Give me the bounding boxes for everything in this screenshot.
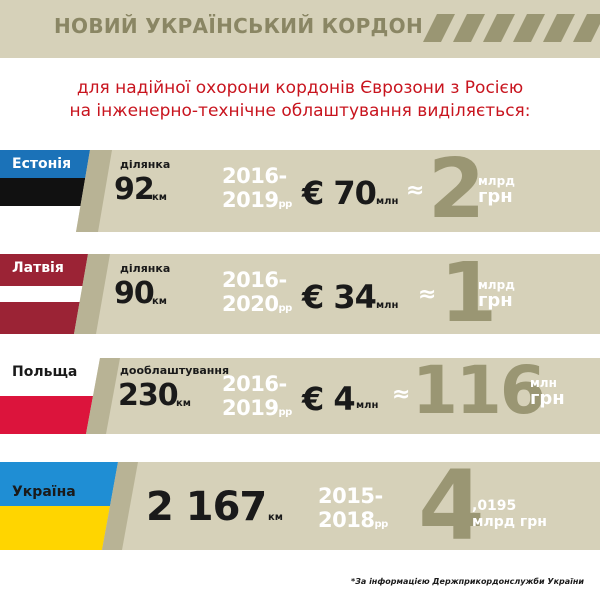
segment-label: ділянка (120, 158, 171, 171)
uah-unit: млн грн (530, 376, 565, 409)
euro-unit: млн (376, 196, 399, 207)
years-end: 2020рр (222, 292, 292, 316)
uah-amount: 1 (440, 246, 497, 341)
length-unit: км (152, 192, 167, 203)
border-length: 2 167 (146, 484, 267, 530)
hazard-stripes (423, 14, 600, 42)
row-ukraine: Україна 2 167 км 2015- 2018рр 4 ,0195 мл… (0, 450, 600, 562)
euro-unit: млн (376, 300, 399, 311)
years-end: 2019рр (222, 188, 292, 212)
segment-label: ділянка (120, 262, 171, 275)
poland-flag (0, 358, 140, 434)
approx-sign: ≈ (406, 178, 425, 203)
segment-label: дооблаштування (120, 364, 230, 377)
uah-unit: ,0195 млрд грн (472, 498, 547, 530)
ukraine-flag (0, 462, 140, 550)
years-start: 2016- (222, 164, 287, 188)
uah-amount: 2 (428, 142, 485, 237)
length-unit: км (176, 398, 191, 409)
uah-amount: 4 (418, 450, 485, 562)
latvia-flag (0, 254, 140, 334)
euro-amount: € 34 (302, 278, 377, 316)
uah-unit: млрд грн (478, 174, 515, 207)
country-label-poland: Польща (12, 364, 78, 380)
subtitle-line-2: на інженерно-технічне облаштування виділ… (69, 101, 531, 121)
header-banner: НОВИЙ УКРАЇНСЬКИЙ КОРДОН (0, 0, 600, 58)
border-length: 90 (114, 276, 155, 311)
euro-amount: € 4 (302, 380, 356, 418)
years-start: 2016- (222, 372, 287, 396)
row-poland: Польща дооблаштування 230 км 2016- 2019р… (0, 352, 600, 434)
length-unit: км (268, 512, 283, 523)
euro-amount: € 70 (302, 174, 377, 212)
approx-sign: ≈ (418, 282, 437, 307)
border-length: 92 (114, 172, 155, 207)
source-footnote: *За інформацією Держприкордонслужби Укра… (351, 577, 584, 586)
country-label-latvia: Латвія (12, 260, 64, 276)
row-estonia: Естонія ділянка 92 км 2016- 2019рр € 70 … (0, 142, 600, 237)
estonia-flag (0, 150, 140, 232)
subtitle-line-1: для надійної охорони кордонів Єврозони з… (76, 78, 524, 98)
years-start: 2016- (222, 268, 287, 292)
border-length: 230 (118, 378, 179, 413)
country-label-estonia: Естонія (12, 156, 72, 172)
uah-amount: 116 (412, 352, 546, 429)
years-end: 2018рр (318, 508, 388, 532)
years-end: 2019рр (222, 396, 292, 420)
row-latvia: Латвія ділянка 90 км 2016- 2020рр € 34 м… (0, 246, 600, 341)
country-label-ukraine: Україна (12, 484, 76, 500)
euro-unit: млн (356, 400, 379, 411)
years-start: 2015- (318, 484, 383, 508)
page-title: НОВИЙ УКРАЇНСЬКИЙ КОРДОН (54, 14, 423, 38)
length-unit: км (152, 296, 167, 307)
approx-sign: ≈ (392, 382, 411, 407)
uah-unit: млрд грн (478, 278, 515, 311)
